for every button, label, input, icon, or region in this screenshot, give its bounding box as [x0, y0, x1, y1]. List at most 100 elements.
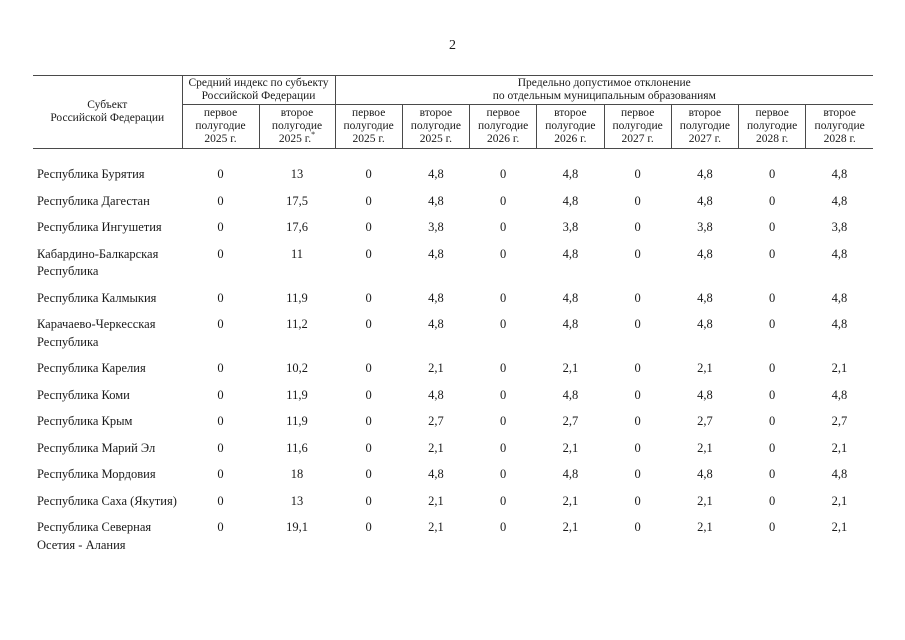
table-row: Республика Калмыкия 0 11,9 0 4,8 0 4,8 0 4,8 0 4,8 — [33, 285, 873, 312]
value-cell: 0 — [500, 167, 507, 181]
region-name: Республика Дагестан — [37, 193, 150, 208]
value-cell: 0 — [769, 493, 776, 508]
value-cell: 0 — [769, 220, 776, 234]
region-name: Республика Карелия — [37, 361, 146, 375]
value-cell: 2,7 — [428, 414, 444, 428]
region-name: Республика Мордовия — [37, 467, 156, 481]
table-header: Субъект Российской Федерации Средний инд… — [33, 75, 874, 149]
region-name: Республика Марий Эл — [37, 440, 156, 455]
column-header-subject: Субъект Российской Федерации — [33, 75, 183, 149]
value-cell: 0 — [769, 467, 776, 481]
table-row: Республика Коми 0 11,9 0 4,8 0 4,8 0 4,8 0 4,8 — [33, 382, 873, 409]
value-cell: 17,6 — [286, 220, 308, 234]
period-year: 2028 г. — [823, 133, 856, 145]
value-cell: 2,1 — [697, 520, 713, 534]
value-cell: 4,8 — [562, 467, 579, 481]
period-half: второе — [823, 107, 856, 119]
value-cell: 11,6 — [286, 440, 308, 455]
value-cell: 4,8 — [697, 317, 713, 331]
value-cell: 4,8 — [428, 193, 444, 208]
value-cell: 2,7 — [562, 414, 579, 428]
value-cell: 4,8 — [831, 387, 848, 402]
value-cell: 3,8 — [697, 220, 713, 234]
value-cell: 0 — [365, 246, 372, 261]
value-cell: 0 — [500, 317, 507, 331]
value-cell: 0 — [217, 290, 224, 305]
value-cell: 0 — [769, 290, 776, 305]
value-cell: 0 — [500, 440, 507, 455]
value-cell: 0 — [769, 361, 776, 375]
period-half: первое — [486, 107, 520, 119]
value-cell: 0 — [500, 290, 507, 305]
value-cell: 4,8 — [428, 467, 444, 481]
value-cell: 2,7 — [831, 414, 848, 428]
value-cell: 0 — [217, 361, 224, 375]
value-cell: 4,8 — [562, 167, 579, 181]
period-year-line: 2025 г. — [184, 133, 258, 146]
value-cell: 4,8 — [562, 387, 579, 402]
period-word: полугодие — [410, 120, 461, 132]
value-cell: 0 — [634, 193, 641, 208]
value-cell: 0 — [500, 520, 507, 534]
region-name: Республика Ингушетия — [37, 220, 162, 234]
table-row: Республика Марий Эл 0 11,6 0 2,1 0 2,1 0 2,1 0 2,1 — [33, 435, 873, 462]
value-cell: 0 — [634, 387, 641, 402]
value-cell: 4,8 — [831, 290, 848, 305]
period-word: полугодие — [195, 120, 246, 132]
period-half: второе — [419, 107, 453, 119]
period-year: 2026 г. — [554, 133, 587, 145]
column-header-period-5: первое полугодие 2026 г. — [468, 104, 538, 149]
value-cell: 4,8 — [831, 246, 848, 261]
value-cell: 2,1 — [831, 520, 848, 534]
value-cell: 0 — [769, 387, 776, 402]
period-year-line: 2027 г. — [673, 133, 737, 146]
value-cell: 2,1 — [831, 440, 848, 455]
region-name: Республика Бурятия — [37, 167, 145, 181]
period-year-line: 2025 г. — [337, 133, 401, 146]
value-cell: 0 — [500, 493, 507, 508]
value-cell: 0 — [365, 440, 372, 455]
value-cell: 0 — [500, 387, 507, 402]
value-cell: 0 — [365, 317, 372, 331]
value-cell: 0 — [634, 290, 641, 305]
value-cell: 2,1 — [428, 361, 444, 375]
value-cell: 2,1 — [428, 520, 444, 534]
period-half: первое — [351, 107, 386, 119]
value-cell: 0 — [365, 467, 372, 481]
region-name: Кабардино-Балкарская Республика — [37, 246, 159, 279]
group1-line2: Российской Федерации — [201, 90, 316, 102]
group-header-average-index: Средний индекс по субъекту Российской Фе… — [181, 75, 336, 105]
period-year-line: 2025 г.* — [261, 131, 334, 146]
table-body: Республика Бурятия 0 13 0 4,8 0 4,8 0 4,8 0 4,8 Рес… — [33, 149, 873, 559]
value-cell: 0 — [500, 193, 507, 208]
period-year-line: 2025 г. — [404, 133, 468, 146]
value-cell: 4,8 — [831, 193, 848, 208]
value-cell: 0 — [634, 246, 641, 261]
value-cell: 4,8 — [428, 290, 444, 305]
period-word: полугодие — [612, 120, 663, 132]
value-cell: 3,8 — [428, 220, 444, 234]
period-word: полугодие — [814, 120, 865, 132]
value-cell: 0 — [365, 290, 372, 305]
value-cell: 3,8 — [831, 220, 848, 234]
value-cell: 0 — [217, 493, 224, 508]
group2-line1: Предельно допустимое отклонение — [517, 77, 691, 89]
period-word: полугодие — [271, 120, 323, 132]
value-cell: 11 — [290, 246, 304, 261]
column-header-period-8: второе полугодие 2027 г. — [670, 104, 740, 149]
value-cell: 0 — [769, 246, 776, 261]
region-name: Республика Коми — [37, 387, 130, 402]
value-cell: 4,8 — [562, 193, 579, 208]
value-cell: 3,8 — [562, 220, 579, 234]
table-row: Республика Саха (Якутия) 0 13 0 2,1 0 2,1 0 2,1 0… — [33, 488, 873, 515]
column-header-period-9: первое полугодие 2028 г. — [737, 104, 807, 149]
region-name: Республика Крым — [37, 414, 133, 428]
value-cell: 18 — [290, 467, 304, 481]
table-row: Республика Бурятия 0 13 0 4,8 0 4,8 0 4,8 0 4,8 — [33, 149, 873, 189]
value-cell: 0 — [217, 387, 224, 402]
period-word: полугодие — [343, 120, 394, 132]
value-cell: 4,8 — [697, 467, 713, 481]
value-cell: 4,8 — [428, 246, 444, 261]
value-cell: 2,1 — [428, 493, 444, 508]
value-cell: 11,2 — [286, 317, 308, 331]
